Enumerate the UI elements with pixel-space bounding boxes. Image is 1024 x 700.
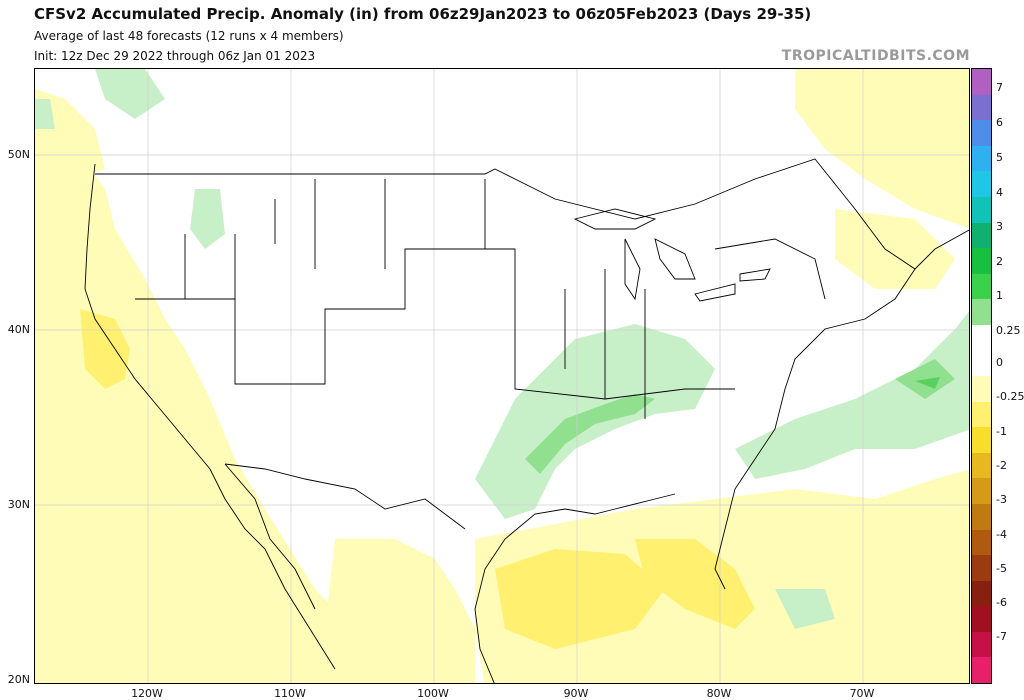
- great-lakes: [573, 208, 771, 302]
- colorbar-segment: [972, 324, 991, 351]
- colorbar-segment: [972, 452, 991, 479]
- colorbar-label: 5: [996, 151, 1003, 164]
- colorbar-segment: [972, 171, 991, 198]
- colorbar-segment: [972, 248, 991, 275]
- lon-label-70w: 70W: [849, 687, 875, 700]
- lon-label-120w: 120W: [131, 687, 163, 700]
- colorbar-segment: [972, 427, 991, 454]
- colorbar-segment: [972, 120, 991, 147]
- colorbar-label: 7: [996, 81, 1003, 94]
- colorbar-segment: [972, 657, 991, 684]
- colorbar-label: -7: [996, 630, 1007, 643]
- colorbar-segment: [972, 606, 991, 633]
- lat-label-40n: 40N: [7, 323, 30, 336]
- colorbar-segment: [972, 529, 991, 556]
- dry-anomaly-fields: [35, 69, 969, 683]
- wet-anomaly-fields: [35, 69, 969, 629]
- colorbar-segment: [972, 222, 991, 249]
- colorbar-segment: [972, 94, 991, 121]
- colorbar-segment: [972, 401, 991, 428]
- lon-label-100w: 100W: [417, 687, 449, 700]
- lon-label-80w: 80W: [706, 687, 732, 700]
- map-subtitle: Average of last 48 forecasts (12 runs x …: [34, 29, 344, 43]
- init-time: Init: 12z Dec 29 2022 through 06z Jan 01…: [34, 49, 316, 63]
- lat-label-30n: 30N: [7, 498, 30, 511]
- colorbar-label: 2: [996, 255, 1003, 268]
- colorbar-label: 0: [996, 356, 1003, 369]
- colorbar-segment: [972, 580, 991, 607]
- colorbar-segment: [972, 555, 991, 582]
- colorbar: [971, 68, 992, 684]
- lon-label-110w: 110W: [274, 687, 306, 700]
- colorbar-label: -6: [996, 596, 1007, 609]
- colorbar-segment: [972, 478, 991, 505]
- colorbar-label: 3: [996, 220, 1003, 233]
- colorbar-segment: [972, 350, 991, 377]
- colorbar-label: 1: [996, 289, 1003, 302]
- coastlines-and-borders: [84, 158, 969, 683]
- colorbar-label: 6: [996, 116, 1003, 129]
- colorbar-segment: [972, 299, 991, 326]
- colorbar-segment: [972, 69, 991, 96]
- colorbar-label: -0.25: [996, 390, 1024, 403]
- precip-anomaly-map: [34, 68, 970, 684]
- colorbar-segment: [972, 145, 991, 172]
- colorbar-label: -1: [996, 425, 1007, 438]
- colorbar-label: -3: [996, 493, 1007, 506]
- colorbar-segment: [972, 196, 991, 223]
- colorbar-label: -4: [996, 528, 1007, 541]
- colorbar-label: 0.25: [996, 324, 1021, 337]
- colorbar-label: -5: [996, 562, 1007, 575]
- lat-label-20n: 20N: [7, 673, 30, 686]
- colorbar-label: 4: [996, 186, 1003, 199]
- colorbar-segment: [972, 273, 991, 300]
- colorbar-segment: [972, 631, 991, 658]
- lat-label-50n: 50N: [7, 148, 30, 161]
- map-canvas: [35, 69, 969, 683]
- brand-watermark: TROPICALTIDBITS.COM: [781, 48, 970, 64]
- map-title: CFSv2 Accumulated Precip. Anomaly (in) f…: [34, 5, 812, 23]
- lon-label-90w: 90W: [563, 687, 589, 700]
- colorbar-segment: [972, 503, 991, 530]
- colorbar-segment: [972, 376, 991, 403]
- graticule: [35, 69, 969, 683]
- colorbar-label: -2: [996, 459, 1007, 472]
